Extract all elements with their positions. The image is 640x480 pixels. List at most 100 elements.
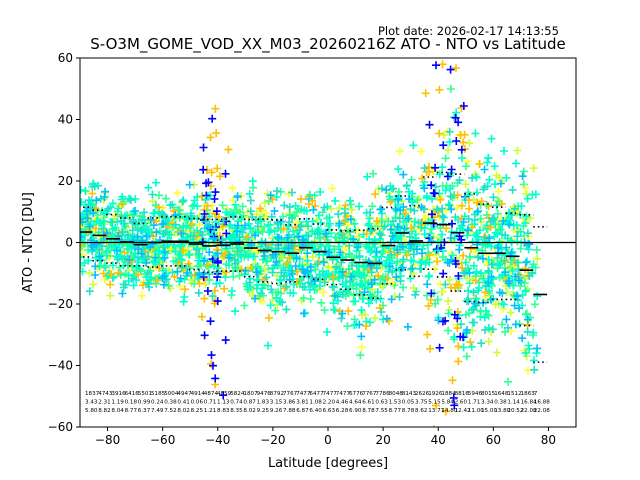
bin-stat-label: 13.77 bbox=[428, 408, 444, 414]
bin-stat-label: 6.63 bbox=[323, 408, 336, 414]
plot-date: Plot date: 2026-02-17 14:13:55 bbox=[378, 24, 559, 38]
bin-stat-label: 5.84 bbox=[441, 400, 454, 406]
bin-stat-label: 8.78 bbox=[362, 408, 375, 414]
bin-stat-label: 9476 bbox=[257, 391, 272, 397]
bin-stat-label: 8.77 bbox=[389, 408, 402, 414]
bin-stat-label: 13.80 bbox=[494, 408, 510, 414]
bin-stat-label: 12.42 bbox=[455, 408, 471, 414]
bin-stat-label: 7.88 bbox=[283, 408, 296, 414]
bin-stat-label: 1.14 bbox=[507, 400, 520, 406]
bin-stat-label: 2.60 bbox=[455, 400, 468, 406]
bin-stat-label: 0.38 bbox=[494, 400, 507, 406]
x-tick-label: 0 bbox=[324, 433, 332, 447]
bin-stat-label: 22.08 bbox=[534, 408, 550, 414]
bin-stat-label: 8.78 bbox=[402, 408, 415, 414]
bin-stat-label: 7477 bbox=[296, 391, 311, 397]
bin-stat-label: 1.13 bbox=[217, 400, 230, 406]
bin-stat-label: 3.15 bbox=[270, 400, 283, 406]
bin-stat-label: 16.88 bbox=[534, 400, 550, 406]
bin-stat-label: 11.00 bbox=[468, 408, 484, 414]
bin-stat-label: 4.64 bbox=[349, 400, 362, 406]
bin-stat-label: 7767 bbox=[362, 391, 377, 397]
bin-stat-label: 4.46 bbox=[336, 400, 349, 406]
bin-stat-label: 3.34 bbox=[481, 400, 494, 406]
bin-stat-label: 3916 bbox=[111, 391, 126, 397]
bin-stat-label: 8.35 bbox=[230, 408, 243, 414]
bin-means bbox=[80, 222, 548, 296]
bin-stat-label: 0.05 bbox=[402, 400, 415, 406]
bin-stat-label: 0.18 bbox=[125, 400, 138, 406]
bin-stat-label: 1.21 bbox=[204, 408, 217, 414]
bin-stat-label: 4874 bbox=[204, 391, 219, 397]
bin-stat-label: 1.71 bbox=[468, 400, 481, 406]
bin-stat-label: 1926 bbox=[428, 391, 443, 397]
bin-stat-label: 5.80 bbox=[85, 408, 98, 414]
x-tick-label: −80 bbox=[95, 433, 120, 447]
bin-stat-label: 6.28 bbox=[336, 408, 349, 414]
bin-stat-label: 4743 bbox=[98, 391, 113, 397]
bin-stat-label: 0.41 bbox=[177, 400, 190, 406]
bin-stat-label: 0.74 bbox=[230, 400, 243, 406]
bin-stat-label: 8.77 bbox=[125, 408, 138, 414]
x-tick-label: 80 bbox=[541, 433, 556, 447]
bin-stat-label: 4947 bbox=[177, 391, 192, 397]
bin-stat-label: 6776 bbox=[349, 391, 364, 397]
y-tick-label: −60 bbox=[48, 420, 73, 434]
bin-stat-label: 8.02 bbox=[177, 408, 189, 414]
y-axis-ticks: −60 −40 −20 0 20 40 60 bbox=[48, 51, 80, 434]
bin-stat-label: 8.62 bbox=[415, 408, 427, 414]
x-tick-label: 60 bbox=[486, 433, 501, 447]
y-axis-label: ATO - NTO [DU] bbox=[21, 192, 36, 293]
bin-stat-label: 8015 bbox=[481, 391, 496, 397]
bin-stat-label: 22.08 bbox=[521, 408, 537, 414]
bin-stat-label: 5.15 bbox=[428, 400, 441, 406]
bin-stat-label: 0.99 bbox=[138, 400, 151, 406]
bin-stat-label: 1807 bbox=[243, 391, 258, 397]
bin-stat-label: 0.38 bbox=[164, 400, 177, 406]
bin-stat-label: 0.71 bbox=[204, 400, 217, 406]
bin-stat-label: 8.83 bbox=[217, 408, 230, 414]
bin-stat-label: 1.83 bbox=[257, 400, 270, 406]
bin-stat-label: 6.40 bbox=[309, 408, 322, 414]
bin-stat-label: 7786 bbox=[375, 391, 390, 397]
y-tick-label: 0 bbox=[65, 236, 73, 250]
bin-stat-label: 6416 bbox=[125, 391, 140, 397]
bin-stat-label: 8.25 bbox=[191, 408, 204, 414]
bin-stat-label: 3.81 bbox=[296, 400, 309, 406]
bin-stat-label: 7.49 bbox=[151, 408, 164, 414]
bin-stat-label: 9.25 bbox=[257, 408, 270, 414]
y-tick-label: −40 bbox=[48, 359, 73, 373]
chart-title: S-O3M_GOME_VOD_XX_M03_20260216Z ATO - NT… bbox=[90, 35, 566, 54]
bin-stat-label: 4914 bbox=[191, 391, 206, 397]
bin-stat-label: 20.52 bbox=[507, 408, 523, 414]
bin-stat-label: 1512 bbox=[507, 391, 521, 397]
bin-stat-label: 0.24 bbox=[151, 400, 164, 406]
bin-stat-label: 3.86 bbox=[283, 400, 296, 406]
x-tick-label: −40 bbox=[205, 433, 230, 447]
bin-stat-label: 6477 bbox=[309, 391, 324, 397]
bin-stat-label: 0.06 bbox=[191, 400, 204, 406]
bin-stat-label: 3.75 bbox=[415, 400, 428, 406]
bin-stat-label: 16.84 bbox=[521, 400, 537, 406]
bin-stat-label: 5501 bbox=[138, 391, 153, 397]
bin-stat-label: 8.82 bbox=[98, 408, 110, 414]
bin-stat-label: 8816 bbox=[455, 391, 470, 397]
bin-stat-label: 9.26 bbox=[270, 408, 283, 414]
bin-stat-label: 8048 bbox=[389, 391, 404, 397]
bin-stat-label: 6.90 bbox=[349, 408, 362, 414]
bin-stat-label: 7.52 bbox=[164, 408, 176, 414]
bin-stat-label: 5946 bbox=[468, 391, 483, 397]
x-tick-label: 40 bbox=[431, 433, 446, 447]
bin-stat-label: 0.87 bbox=[243, 400, 256, 406]
x-tick-label: −60 bbox=[150, 433, 175, 447]
bin-stat-label: 3.43 bbox=[85, 400, 98, 406]
bin-stat-label: 1.08 bbox=[309, 400, 322, 406]
bin-stat-label: 4859 bbox=[217, 391, 232, 397]
bin-stat-label: 7767 bbox=[283, 391, 298, 397]
bin-stat-label: 2626 bbox=[415, 391, 430, 397]
bin-stat-label: 6.37 bbox=[138, 408, 151, 414]
bin-stat-label: 1884 bbox=[441, 391, 456, 397]
x-axis-label: Latitude [degrees] bbox=[268, 456, 388, 471]
y-tick-label: 40 bbox=[58, 113, 73, 127]
